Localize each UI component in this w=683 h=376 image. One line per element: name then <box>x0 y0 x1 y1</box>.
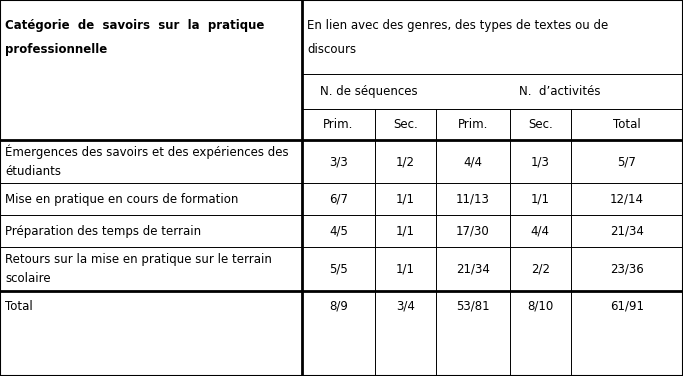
Text: 3/4: 3/4 <box>396 300 415 312</box>
Text: Prim.: Prim. <box>458 118 488 131</box>
Text: 1/1: 1/1 <box>396 262 415 276</box>
Text: 12/14: 12/14 <box>610 193 644 206</box>
Text: 1/1: 1/1 <box>396 193 415 206</box>
Text: 4/4: 4/4 <box>463 155 482 168</box>
Text: Total: Total <box>613 118 641 131</box>
Text: étudiants: étudiants <box>5 165 61 178</box>
Text: discours: discours <box>307 43 357 56</box>
Text: 4/4: 4/4 <box>531 225 550 238</box>
Text: Prim.: Prim. <box>323 118 354 131</box>
Text: 2/2: 2/2 <box>531 262 550 276</box>
Text: Sec.: Sec. <box>393 118 418 131</box>
Text: N. de séquences: N. de séquences <box>320 85 417 99</box>
Text: 5/7: 5/7 <box>617 155 637 168</box>
Text: 23/36: 23/36 <box>610 262 644 276</box>
Text: 8/9: 8/9 <box>329 300 348 312</box>
Text: 11/13: 11/13 <box>456 193 490 206</box>
Text: 1/2: 1/2 <box>396 155 415 168</box>
Text: Sec.: Sec. <box>528 118 553 131</box>
Text: N.  d’activités: N. d’activités <box>518 85 600 99</box>
Text: En lien avec des genres, des types de textes ou de: En lien avec des genres, des types de te… <box>307 19 609 32</box>
Text: Mise en pratique en cours de formation: Mise en pratique en cours de formation <box>5 193 239 206</box>
Text: 1/1: 1/1 <box>396 225 415 238</box>
Text: Catégorie  de  savoirs  sur  la  pratique: Catégorie de savoirs sur la pratique <box>5 19 265 32</box>
Text: 1/1: 1/1 <box>531 193 550 206</box>
Text: scolaire: scolaire <box>5 272 51 285</box>
Text: 61/91: 61/91 <box>610 300 644 312</box>
Text: Préparation des temps de terrain: Préparation des temps de terrain <box>5 225 201 238</box>
Text: 17/30: 17/30 <box>456 225 490 238</box>
Text: 8/10: 8/10 <box>527 300 553 312</box>
Text: Total: Total <box>5 300 33 312</box>
Text: Retours sur la mise en pratique sur le terrain: Retours sur la mise en pratique sur le t… <box>5 253 273 266</box>
Text: 53/81: 53/81 <box>456 300 490 312</box>
Text: 21/34: 21/34 <box>610 225 644 238</box>
Text: 4/5: 4/5 <box>329 225 348 238</box>
Text: Émergences des savoirs et des expériences des: Émergences des savoirs et des expérience… <box>5 145 289 159</box>
Text: 21/34: 21/34 <box>456 262 490 276</box>
Text: 1/3: 1/3 <box>531 155 550 168</box>
Text: 6/7: 6/7 <box>329 193 348 206</box>
Text: professionnelle: professionnelle <box>5 43 108 56</box>
Text: 5/5: 5/5 <box>329 262 348 276</box>
Text: 3/3: 3/3 <box>329 155 348 168</box>
